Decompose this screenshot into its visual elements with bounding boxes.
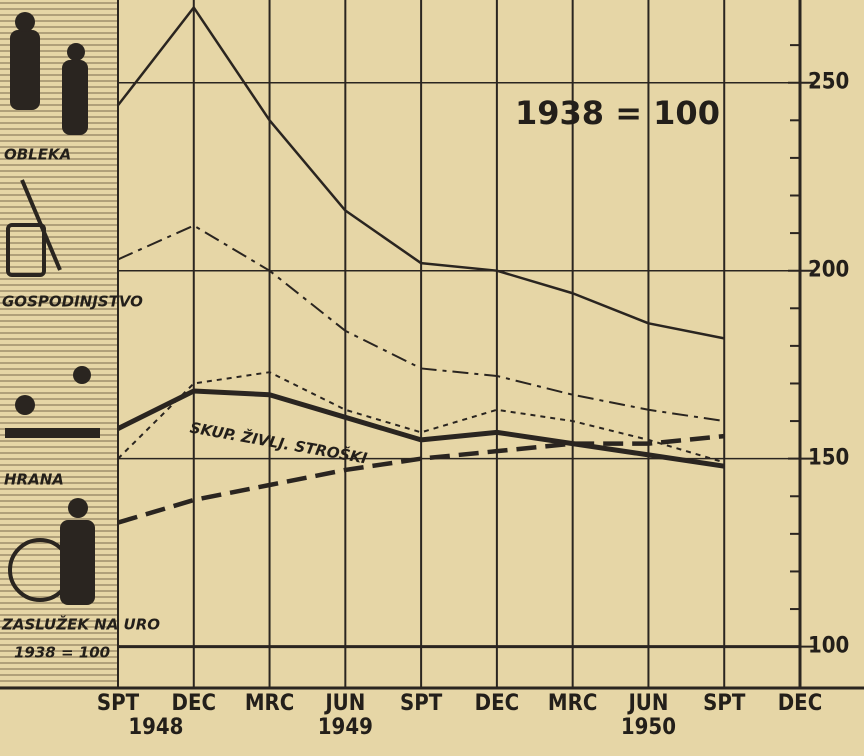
x-tick-label: JUN (323, 691, 365, 716)
x-tick-label: SPT (703, 691, 746, 716)
year-label: 1949 (318, 715, 373, 740)
chart: OBLEKA GOSPODINJSTVO HRANA ZASLUŽEK NA U… (0, 0, 864, 756)
y-tick-label: 250 (808, 70, 849, 95)
legend-label: 1938 = 100 (14, 644, 110, 662)
legend-label: OBLEKA (4, 146, 71, 164)
x-tick-label: DEC (778, 691, 822, 716)
annotation: 1938 = 100 (515, 94, 720, 132)
y-tick-label: 100 (808, 634, 849, 659)
y-tick-label: 200 (808, 258, 849, 283)
legend-label: ZASLUŽEK NA URO (1, 615, 160, 634)
x-tick-label: MRC (245, 691, 294, 716)
paper (0, 0, 864, 756)
x-tick-label: DEC (475, 691, 519, 716)
year-label: 1948 (128, 715, 183, 740)
x-tick-label: SPT (400, 691, 443, 716)
x-tick-label: DEC (172, 691, 216, 716)
x-tick-label: JUN (626, 691, 668, 716)
legend-label: HRANA (4, 471, 64, 489)
x-tick-label: MRC (548, 691, 597, 716)
y-tick-label: 150 (808, 446, 849, 471)
legend-label: GOSPODINJSTVO (2, 293, 143, 311)
year-label: 1950 (621, 715, 676, 740)
x-tick-label: SPT (97, 691, 140, 716)
